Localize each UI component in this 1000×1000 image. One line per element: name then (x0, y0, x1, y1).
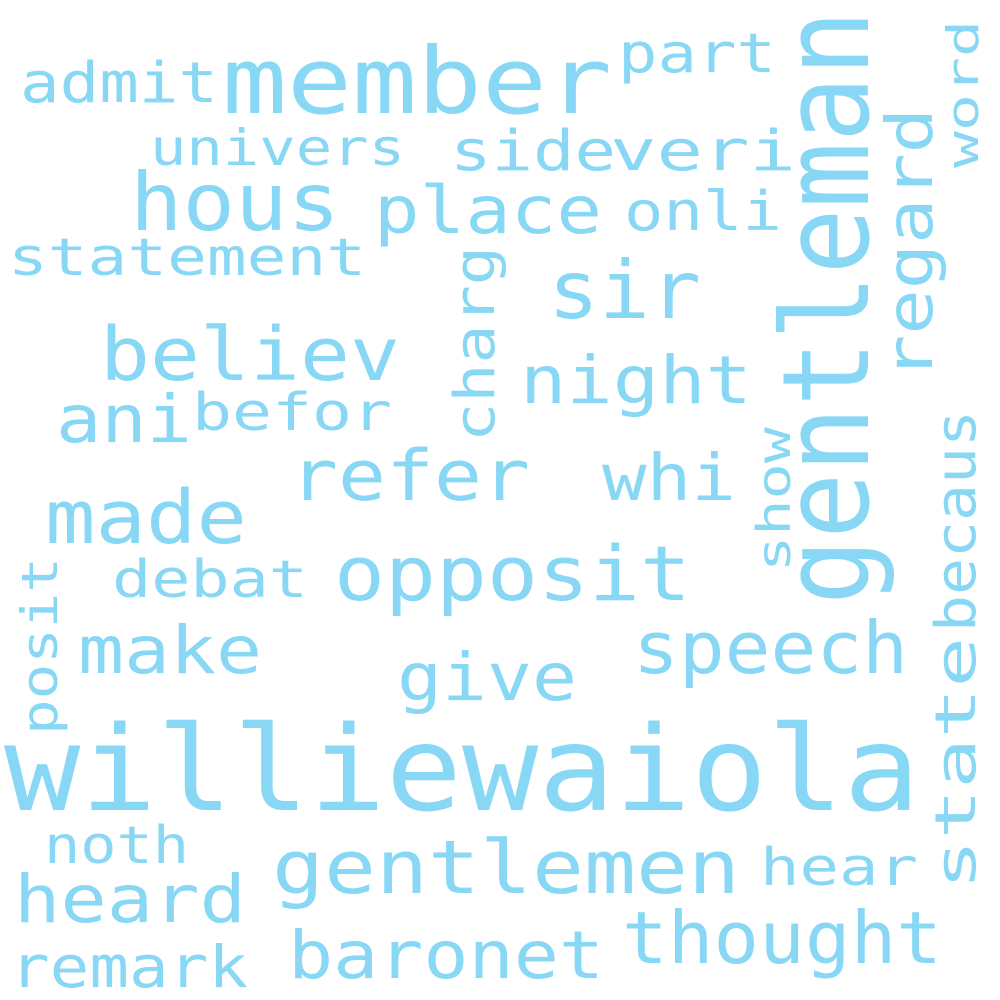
word-made: made (45, 475, 247, 561)
word-show: show (747, 427, 801, 572)
word-befor: befor (192, 383, 392, 443)
word-veri: veri (610, 119, 796, 184)
word-posit: posit (11, 557, 69, 735)
word-heard: heard (14, 861, 246, 938)
word-baronet: baronet (288, 917, 604, 994)
word-hous: hous (130, 156, 340, 249)
word-night: night (520, 342, 752, 419)
word-charg: charg (443, 246, 508, 442)
word-statement: statement (8, 228, 366, 288)
word-refer: refer (290, 435, 530, 517)
word-williewaiola: williewaiola (4, 700, 920, 838)
word-state: state (924, 637, 989, 890)
word-noth: noth (44, 816, 189, 876)
word-univers: univers (150, 119, 405, 177)
word-cloud-words: williewaiola gentleman member hous sir o… (4, 10, 989, 1000)
word-gentleman: gentleman (758, 10, 897, 605)
word-onli: onli (624, 180, 782, 243)
word-hear: hear (760, 838, 918, 898)
word-side: side (450, 119, 616, 184)
word-place: place (374, 172, 602, 249)
word-speech: speech (633, 606, 908, 690)
word-admit: admit (20, 51, 218, 116)
word-opposit: opposit (334, 529, 691, 618)
word-give: give (397, 639, 577, 716)
word-debat: debat (112, 550, 308, 610)
word-gentlemen: gentlemen (272, 825, 740, 911)
word-word: word (938, 20, 989, 168)
word-ani: ani (56, 381, 192, 458)
word-thought: thought (622, 896, 942, 980)
word-whi: whi (602, 442, 736, 516)
word-becaus: becaus (924, 410, 989, 632)
word-sir: sir (548, 244, 701, 337)
word-believ: believ (100, 312, 400, 398)
word-remark: remark (10, 933, 248, 1000)
word-regard: regard (874, 108, 948, 380)
word-part: part (618, 22, 776, 85)
word-make: make (78, 612, 262, 689)
word-member: member (222, 28, 612, 135)
